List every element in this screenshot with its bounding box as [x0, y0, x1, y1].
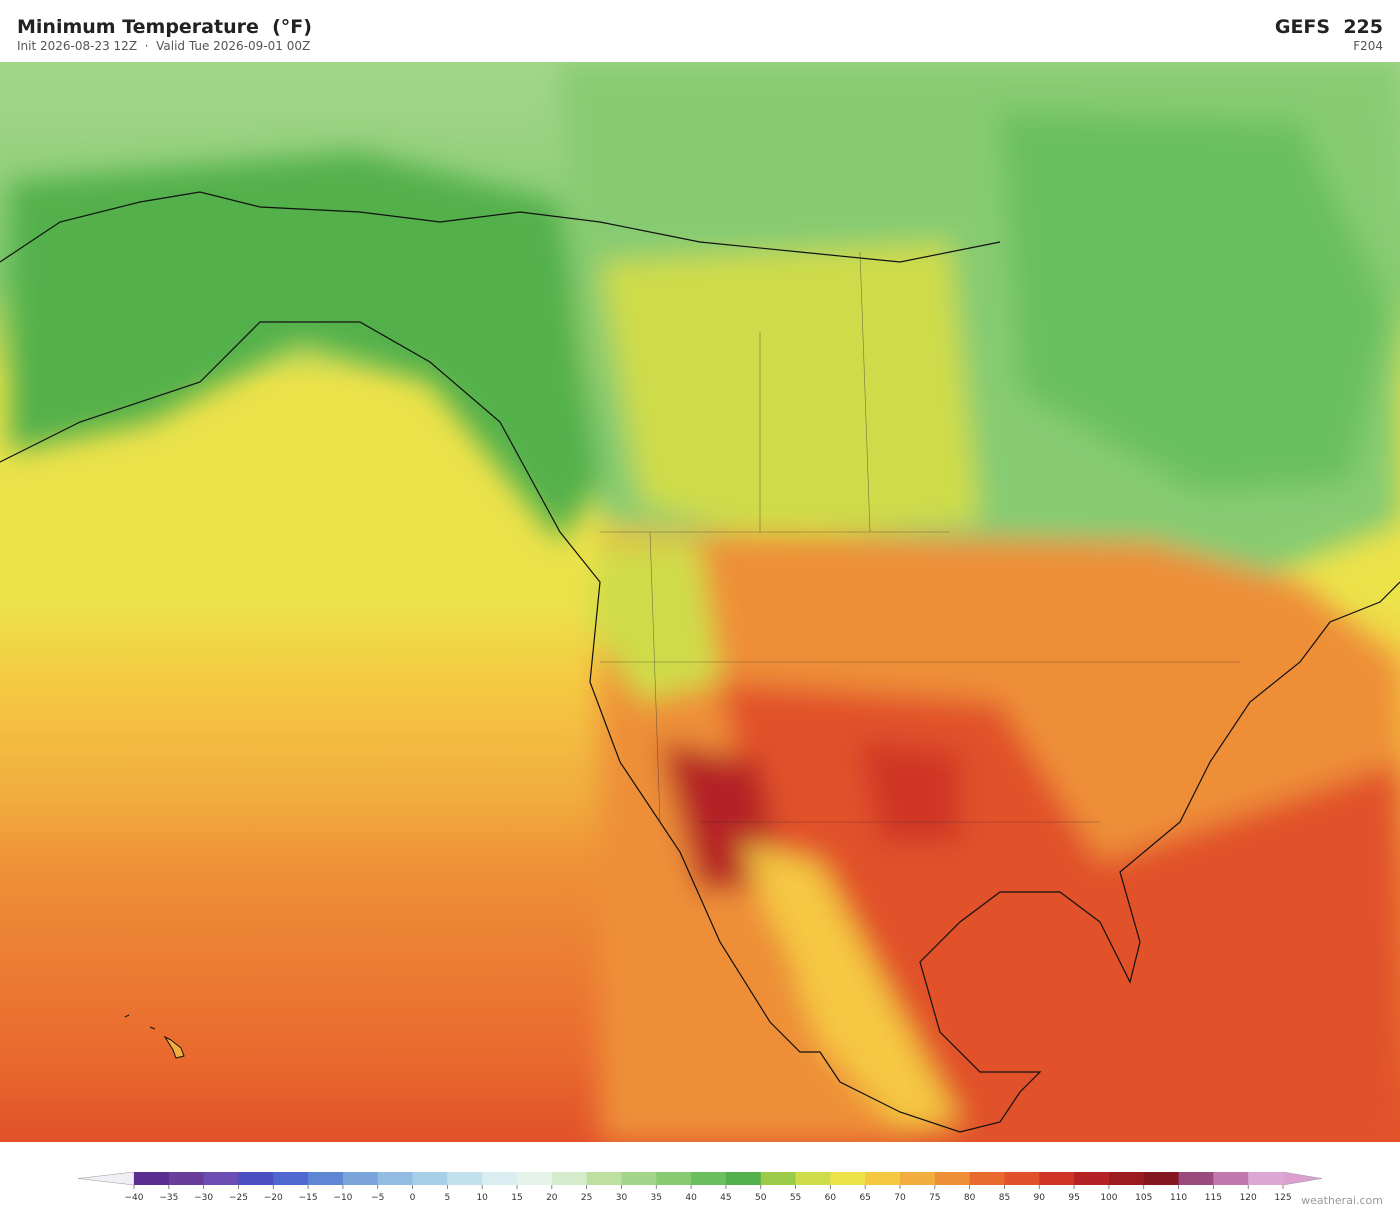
colorbar-segment — [795, 1172, 831, 1185]
tick-label: −40 — [125, 1193, 144, 1203]
colorbar-segment — [934, 1172, 971, 1185]
colorbar-segment — [168, 1172, 205, 1185]
tick-label: −20 — [264, 1193, 283, 1203]
colorbar-segment — [377, 1172, 414, 1185]
colorbar-segment — [342, 1172, 379, 1185]
colorbar-segment — [308, 1172, 344, 1185]
forecast-hour: F204 — [1353, 39, 1383, 53]
tick-label: −10 — [333, 1193, 352, 1203]
colorbar-segment — [1108, 1172, 1145, 1185]
colorbar-segment — [691, 1172, 727, 1185]
colorbar-segment — [586, 1172, 622, 1185]
coastline — [0, 191, 1400, 1133]
colorbar-segment — [1004, 1172, 1040, 1185]
title: Minimum Temperature (°F) — [17, 16, 312, 38]
colorbar-segment — [1178, 1172, 1214, 1185]
colorbar-segment — [551, 1172, 588, 1185]
colorbar-segment — [1074, 1172, 1110, 1185]
tick-label: 0 — [410, 1193, 416, 1203]
model: GEFS 225 — [1274, 16, 1383, 38]
colorbar-segment — [203, 1172, 239, 1185]
colorbar-segment — [900, 1172, 936, 1185]
tick-label: 75 — [929, 1193, 940, 1203]
hawaii — [124, 1014, 185, 1059]
tick-label: 30 — [616, 1193, 628, 1203]
colorbar-segment — [447, 1172, 483, 1185]
tick-label: 60 — [825, 1193, 837, 1203]
colorbar-segment — [656, 1172, 692, 1185]
colorbar-segment — [865, 1172, 901, 1185]
colorbar-segment — [1039, 1172, 1075, 1185]
colorbar-segment — [412, 1172, 448, 1185]
temperature-field — [10, 62, 1400, 1142]
tick-label: 85 — [999, 1193, 1010, 1203]
tick-label: 65 — [859, 1193, 870, 1203]
colorbar-segment — [238, 1172, 274, 1185]
tick-label: 70 — [894, 1193, 906, 1203]
tick-label: 100 — [1100, 1193, 1117, 1203]
tick-label: 55 — [790, 1193, 801, 1203]
tick-label: 95 — [1068, 1193, 1079, 1203]
colorbar-segment — [1248, 1172, 1284, 1185]
tick-label: 25 — [581, 1193, 592, 1203]
tick-label: 125 — [1274, 1193, 1291, 1203]
colorbar-segment — [482, 1172, 518, 1185]
map — [0, 62, 1400, 1142]
tick-label: 50 — [755, 1193, 767, 1203]
colorbar-segment — [621, 1172, 657, 1185]
tick-label: 105 — [1135, 1193, 1152, 1203]
colorbar-segment — [1213, 1172, 1249, 1185]
tick-label: 110 — [1170, 1193, 1187, 1203]
colorbar: −40 −35 −30 −25 −20 −15 −10 −5 0 5 10 15 20 25 30 35 40 4… — [77, 1171, 1323, 1203]
colorbar-segment — [760, 1172, 797, 1185]
tick-label: −15 — [299, 1193, 318, 1203]
tick-label: −35 — [159, 1193, 178, 1203]
tick-label: −5 — [371, 1193, 384, 1203]
tick-label: 115 — [1205, 1193, 1222, 1203]
tick-label: 20 — [546, 1193, 558, 1203]
subtitle: Init 2026-08-23 12Z · Valid Tue 2026-09-… — [17, 39, 311, 53]
colorbar-segment — [134, 1172, 170, 1185]
tick-label: 120 — [1240, 1193, 1257, 1203]
tick-label: −25 — [229, 1193, 248, 1203]
tick-label: 90 — [1034, 1193, 1046, 1203]
colorbar-over — [1282, 1171, 1323, 1186]
colorbar-under — [77, 1171, 135, 1186]
colorbar-segment — [273, 1172, 309, 1185]
colorbar-segment — [830, 1172, 866, 1185]
tick-label: 15 — [511, 1193, 522, 1203]
tick-label: −30 — [194, 1193, 213, 1203]
colorbar-segment — [725, 1172, 762, 1185]
tick-label: 40 — [685, 1193, 697, 1203]
tick-label: 5 — [444, 1193, 450, 1203]
tick-label: 80 — [964, 1193, 976, 1203]
colorbar-segment — [517, 1172, 553, 1185]
tick-label: 10 — [476, 1193, 488, 1203]
borders — [600, 251, 1240, 823]
watermark: weatherai.com — [1301, 1194, 1383, 1207]
colorbar-segment — [1143, 1172, 1180, 1185]
tick-label: 35 — [651, 1193, 662, 1203]
tick-label: 45 — [720, 1193, 731, 1203]
colorbar-segment — [969, 1172, 1005, 1185]
